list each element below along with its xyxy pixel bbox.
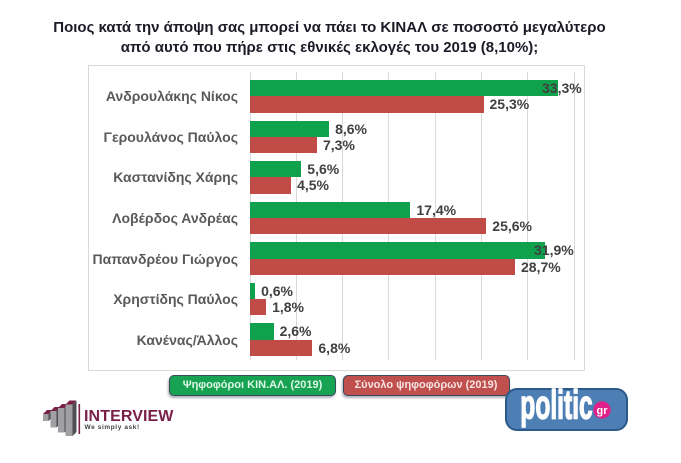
svg-text:INTERVIEW: INTERVIEW	[84, 408, 174, 425]
svg-text:gr: gr	[597, 405, 609, 417]
svg-text:politic: politic	[520, 388, 592, 428]
svg-text:We simply ask!: We simply ask!	[85, 424, 140, 431]
